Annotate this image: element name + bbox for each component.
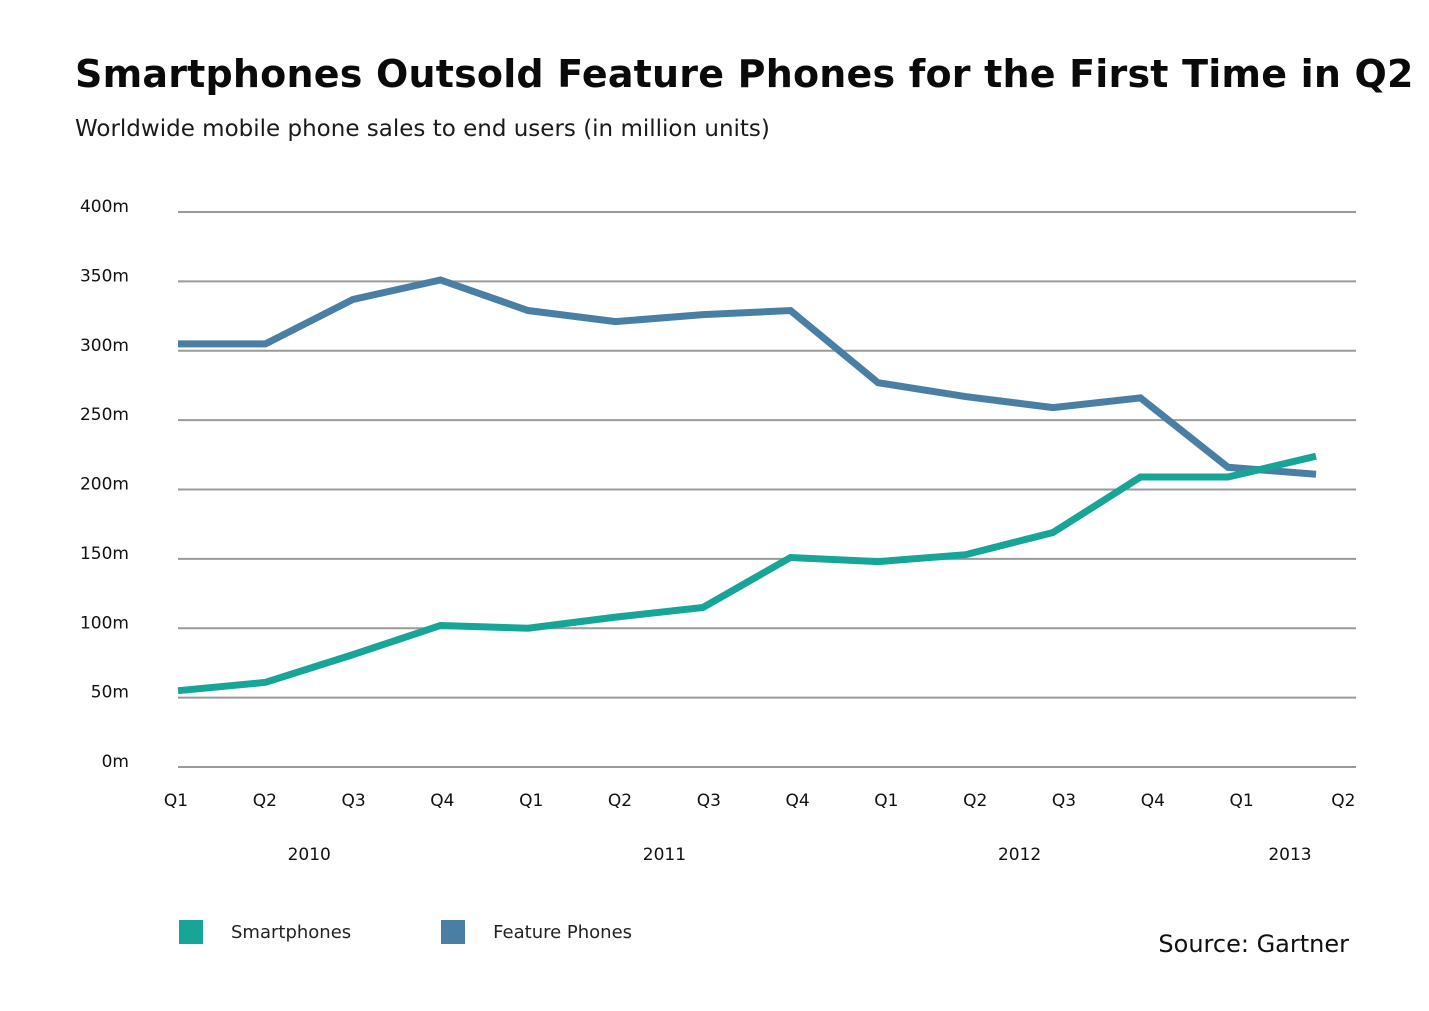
x-tick-label: Q4 <box>785 791 809 811</box>
year-label: 2011 <box>643 845 686 865</box>
y-tick-label: 100m <box>80 613 129 633</box>
y-tick-label: 200m <box>80 475 129 495</box>
legend-item-feature-phones[interactable]: Feature Phones <box>441 920 632 944</box>
source-note: Source: Gartner <box>1158 930 1349 958</box>
x-tick-label: Q1 <box>1229 791 1253 811</box>
x-axis-ticks: Q1 Q2 Q3 Q4 Q1 Q2 Q3 Q4 Q1 Q2 Q3 Q4 Q1 Q2 <box>164 791 1356 811</box>
legend-label-smartphones: Smartphones <box>231 921 352 943</box>
gridlines <box>178 211 1356 768</box>
chart-title: Smartphones Outsold Feature Phones for t… <box>75 52 1414 96</box>
x-tick-label: Q4 <box>430 791 454 811</box>
y-tick-label: 0m <box>102 752 129 772</box>
x-tick-label: Q3 <box>341 791 365 811</box>
series-line-feature-phones <box>178 276 1317 478</box>
x-tick-label: Q2 <box>1331 791 1355 811</box>
x-tick-label: Q2 <box>608 791 632 811</box>
x-tick-label: Q3 <box>1052 791 1076 811</box>
x-tick-label: Q1 <box>519 791 543 811</box>
y-tick-label: 350m <box>80 266 129 286</box>
legend-item-smartphones[interactable]: Smartphones <box>179 920 351 944</box>
legend: Smartphones Feature Phones <box>179 920 722 944</box>
legend-label-feature-phones: Feature Phones <box>493 921 633 943</box>
y-tick-label: 50m <box>91 683 129 703</box>
x-tick-label: Q1 <box>164 791 188 811</box>
x-tick-label: Q2 <box>253 791 277 811</box>
y-axis-ticks: 0m 50m 100m 150m 200m 250m 300m 350m 400m <box>80 197 129 772</box>
y-tick-label: 400m <box>80 197 129 217</box>
y-tick-label: 300m <box>80 336 129 356</box>
year-label: 2013 <box>1268 845 1311 865</box>
y-tick-label: 150m <box>80 544 129 564</box>
series-line-smartphones <box>177 452 1317 695</box>
x-tick-label: Q3 <box>697 791 721 811</box>
legend-swatch-feature-phones <box>441 920 466 944</box>
series-lines <box>177 276 1317 695</box>
x-tick-label: Q4 <box>1141 791 1165 811</box>
year-labels: 2010 2011 2012 2013 <box>288 845 1312 865</box>
year-label: 2012 <box>998 845 1041 865</box>
year-label: 2010 <box>288 845 331 865</box>
chart-subtitle: Worldwide mobile phone sales to end user… <box>75 116 770 142</box>
y-tick-label: 250m <box>80 405 129 425</box>
x-tick-label: Q1 <box>874 791 898 811</box>
x-tick-label: Q2 <box>963 791 987 811</box>
legend-swatch-smartphones <box>179 920 203 944</box>
